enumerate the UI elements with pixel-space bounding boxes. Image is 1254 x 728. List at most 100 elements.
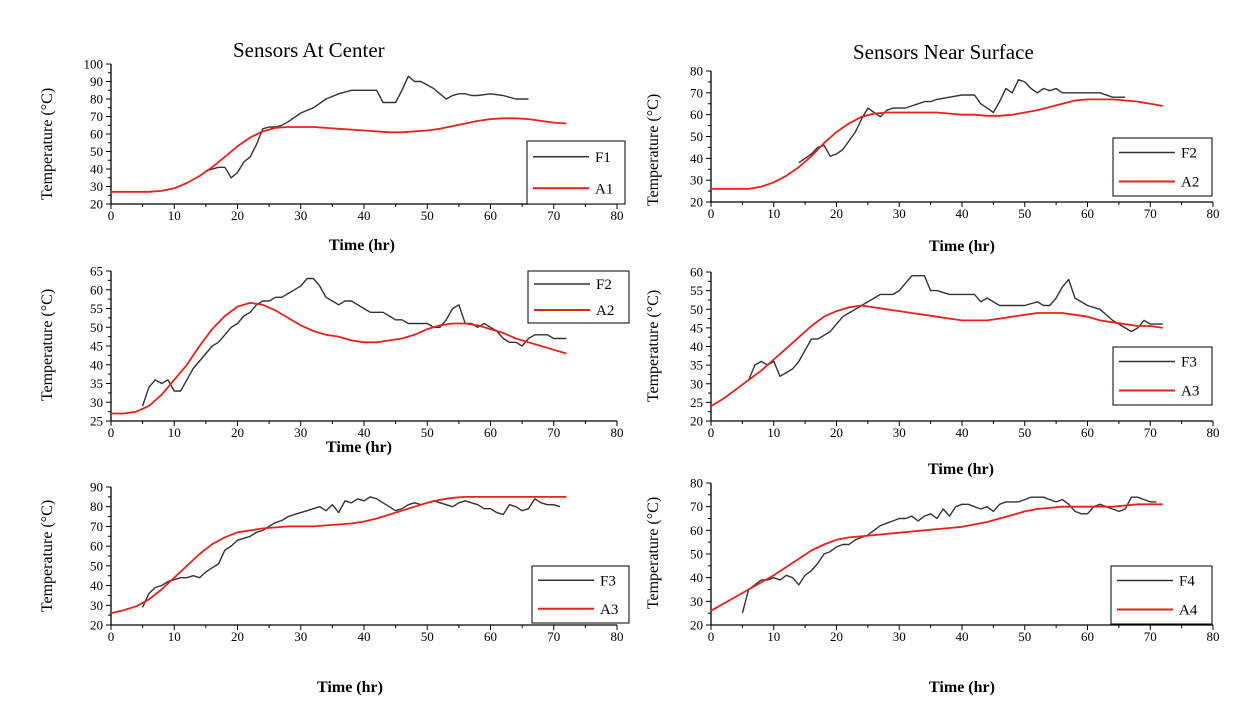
x-tick-label: 80 [1207, 206, 1220, 221]
y-tick-label: 60 [90, 127, 103, 142]
y-tick-label: 90 [90, 74, 103, 89]
legend-label-f2: F2 [1181, 146, 1197, 162]
y-tick-label: 20 [690, 195, 703, 210]
y-tick-label: 50 [690, 547, 703, 562]
x-tick-label: 60 [484, 629, 497, 644]
y-axis-title: Temperature (°C) [39, 88, 56, 200]
x-tick-label: 30 [893, 425, 906, 440]
series-line-f2 [798, 78, 1126, 164]
x-tick-label: 40 [358, 425, 371, 440]
x-axis-title: Time (hr) [317, 679, 383, 696]
y-tick-label: 30 [90, 395, 103, 410]
x-tick-label: 80 [1207, 629, 1220, 644]
legend-label-a3: A3 [1181, 384, 1199, 400]
y-tick-label: 40 [90, 162, 103, 177]
x-tick-label: 40 [956, 629, 969, 644]
x-tick-label: 0 [108, 208, 115, 223]
legend-label-f2: F2 [596, 277, 612, 293]
y-tick-label: 30 [690, 594, 703, 609]
y-tick-label: 65 [90, 264, 103, 279]
y-tick-label: 60 [690, 265, 703, 280]
x-tick-label: 80 [611, 208, 624, 223]
y-axis-title: Temperature (°C) [39, 289, 56, 401]
y-tick-label: 70 [90, 109, 103, 124]
y-axis-title: Temperature (°C) [645, 290, 662, 402]
legend-label-a4: A4 [1179, 603, 1198, 619]
y-tick-label: 55 [690, 283, 703, 298]
y-axis-title: Temperature (°C) [645, 94, 662, 206]
x-tick-label: 30 [294, 629, 307, 644]
legend-label-f3: F3 [1181, 355, 1197, 371]
y-axis-title: Temperature (°C) [39, 500, 56, 612]
x-tick-label: 50 [1018, 425, 1031, 440]
x-tick-label: 40 [358, 629, 371, 644]
y-tick-label: 40 [90, 357, 103, 372]
legend-box [1112, 346, 1213, 406]
y-tick-label: 80 [690, 476, 703, 491]
x-tick-label: 0 [108, 425, 115, 440]
x-tick-label: 80 [611, 425, 624, 440]
x-tick-label: 10 [168, 425, 181, 440]
x-tick-label: 30 [893, 206, 906, 221]
series-line-a2 [111, 301, 567, 415]
x-tick-label: 30 [294, 208, 307, 223]
y-tick-label: 35 [690, 358, 703, 373]
x-tick-label: 50 [1018, 629, 1031, 644]
x-axis-title: Time (hr) [929, 238, 995, 255]
x-tick-label: 20 [830, 425, 843, 440]
x-tick-label: 10 [767, 629, 780, 644]
series-line-a2 [711, 98, 1163, 190]
legend-label-a2: A2 [1181, 175, 1199, 191]
legend: F3 A3 [531, 565, 630, 624]
chart-panel-3: 0 10 20 30 40 50 60 70 80 25 30 35 40 45 50 55 60 65 Time … [39, 264, 630, 456]
x-tick-label: 80 [611, 629, 624, 644]
x-tick-label: 70 [1144, 629, 1157, 644]
y-tick-label: 50 [90, 558, 103, 573]
x-tick-label: 20 [830, 629, 843, 644]
y-tick-label: 20 [690, 414, 703, 429]
x-tick-label: 10 [767, 425, 780, 440]
x-tick-label: 70 [547, 208, 560, 223]
x-tick-label: 20 [231, 629, 244, 644]
x-tick-label: 50 [421, 208, 434, 223]
y-tick-label: 25 [90, 414, 103, 429]
legend: F2 A2 [527, 270, 630, 324]
series-line-a3 [710, 304, 1163, 407]
x-tick-label: 0 [708, 206, 715, 221]
y-tick-label: 40 [690, 151, 703, 166]
y-tick-label: 30 [690, 376, 703, 391]
x-tick-label: 20 [231, 425, 244, 440]
legend-box [527, 270, 630, 324]
x-tick-label: 40 [956, 425, 969, 440]
y-tick-label: 20 [90, 618, 103, 633]
series-line-a4 [710, 503, 1163, 612]
legend: F4 A4 [1110, 565, 1213, 625]
y-tick-label: 70 [690, 85, 703, 100]
legend-box [1110, 565, 1213, 625]
series-line-f4 [741, 496, 1157, 614]
x-tick-label: 40 [956, 206, 969, 221]
x-tick-label: 60 [484, 208, 497, 223]
x-tick-label: 20 [231, 208, 244, 223]
x-tick-label: 40 [358, 208, 371, 223]
x-tick-label: 60 [1081, 206, 1094, 221]
x-tick-label: 60 [1081, 629, 1094, 644]
legend: F3 A3 [1112, 346, 1213, 406]
series-line-f2 [141, 277, 567, 407]
x-tick-label: 70 [1144, 425, 1157, 440]
x-tick-label: 30 [893, 629, 906, 644]
y-tick-label: 20 [90, 197, 103, 212]
x-tick-label: 0 [708, 629, 715, 644]
x-tick-label: 0 [108, 629, 115, 644]
legend-label-f3: F3 [600, 573, 616, 589]
x-tick-label: 70 [1144, 206, 1157, 221]
legend-label-f4: F4 [1179, 574, 1195, 590]
y-tick-label: 40 [690, 339, 703, 354]
series-line-f3 [747, 275, 1163, 381]
legend: F2 A2 [1112, 137, 1213, 197]
legend: F1 A1 [526, 140, 626, 205]
y-tick-label: 60 [690, 107, 703, 122]
chart-panel-6: 0 10 20 30 40 50 60 70 80 20 30 40 50 60 70 80 Time (hr)… [645, 476, 1220, 697]
